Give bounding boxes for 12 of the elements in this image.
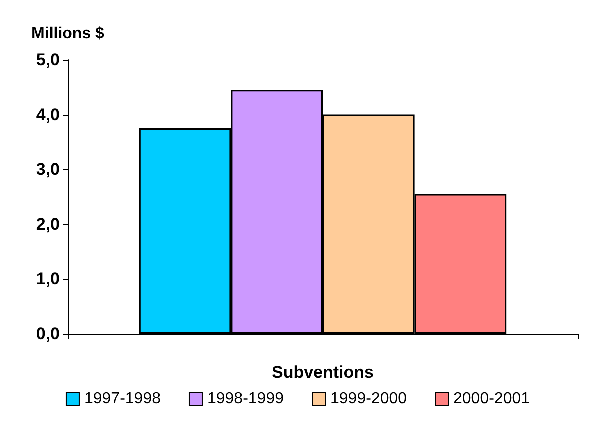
y-tick-label: 3,0	[36, 160, 60, 180]
legend-label: 2000-2001	[454, 390, 530, 408]
legend-label: 1999-2000	[330, 390, 408, 408]
y-tick-label: 2,0	[36, 214, 60, 234]
legend-label: 1997-1998	[84, 390, 162, 408]
legend-label: 1998-1999	[207, 390, 284, 408]
y-tick-label: 1,0	[36, 270, 60, 289]
y-tick-label: 4,0	[36, 105, 60, 124]
y-tick-label: 5,0	[36, 50, 60, 70]
y-tick-label: 0,0	[36, 324, 60, 344]
x-axis-title: Subventions	[272, 363, 374, 382]
y-axis-title: Millions $	[32, 26, 105, 42]
